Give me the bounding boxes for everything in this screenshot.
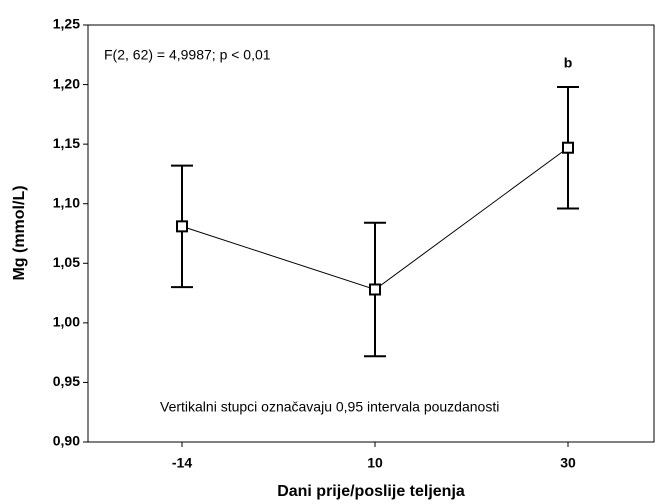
y-tick-label: 0,90	[53, 433, 80, 449]
y-tick-label: 1,25	[53, 16, 80, 32]
y-axis-title: Mg (mmol/L)	[11, 185, 28, 280]
y-tick-label: 1,05	[53, 254, 80, 270]
y-tick-label: 0,95	[53, 373, 80, 389]
point	[176, 220, 188, 233]
stat-annotation: F(2, 62) = 4,9987; p < 0,01	[104, 47, 271, 63]
group-letter: b	[564, 55, 573, 71]
x-tick-label: -14	[172, 455, 192, 471]
x-axis-title: Dani prije/poslije teljenja	[277, 483, 465, 500]
point	[369, 283, 381, 296]
y-tick-label: 1,10	[53, 194, 80, 210]
x-tick-label: 30	[560, 455, 576, 471]
plot-frame	[87, 24, 655, 443]
y-tick-label: 1,20	[53, 75, 80, 91]
x-tick-label: 10	[367, 455, 383, 471]
y-tick-label: 1,15	[53, 135, 80, 151]
note-annotation: Vertikalni stupci označavaju 0,95 interv…	[160, 399, 499, 415]
point	[562, 141, 574, 154]
y-tick-label: 1,00	[53, 314, 80, 330]
